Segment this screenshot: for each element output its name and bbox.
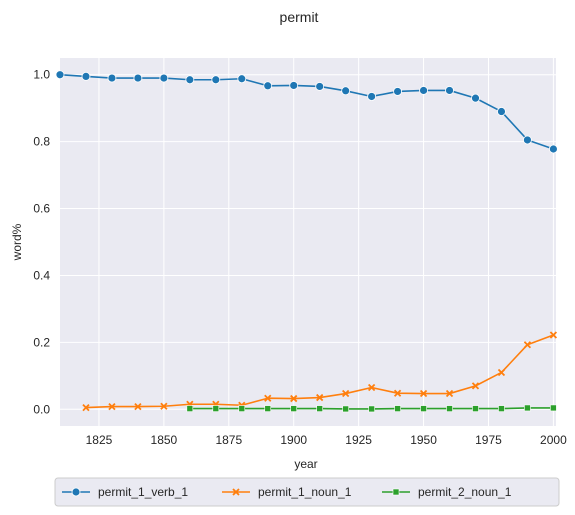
series-permit_1_noun_1: [82, 331, 558, 412]
data-point: [524, 404, 531, 412]
data-point: [367, 92, 377, 101]
data-point: [342, 405, 349, 413]
x-tick-label: 1850: [151, 433, 178, 447]
data-point: [211, 75, 221, 85]
data-point: [393, 87, 402, 96]
chart-title: permit: [280, 9, 319, 25]
data-point: [290, 394, 298, 403]
data-point: [186, 405, 194, 412]
y-tick-label: 0.6: [33, 202, 50, 216]
data-point: [160, 402, 168, 410]
x-tick-label: 1950: [410, 433, 437, 447]
y-axis-label: word%: [10, 223, 24, 261]
data-point: [316, 405, 323, 412]
data-point: [134, 402, 142, 411]
data-point: [316, 393, 324, 402]
data-point: [419, 86, 428, 95]
y-tick-label: 1.0: [33, 68, 50, 82]
data-point: [263, 81, 273, 91]
data-point: [445, 86, 454, 95]
data-point: [342, 389, 350, 398]
data-point: [549, 331, 558, 339]
data-point: [523, 341, 532, 349]
x-axis-ticks: 1825 1850 1875 1900 1925 1950 1975 2000: [86, 433, 567, 447]
data-point: [159, 73, 169, 83]
legend-box: [54, 477, 560, 507]
data-point: [393, 389, 402, 397]
x-tick-label: 1875: [215, 433, 242, 447]
x-tick-label: 1900: [280, 433, 307, 447]
y-tick-label: 0.8: [33, 135, 50, 149]
data-point: [471, 93, 480, 103]
data-point: [108, 402, 116, 411]
legend-marker: [71, 487, 81, 497]
data-point: [420, 405, 427, 412]
legend-label: permit_1_noun_1: [258, 485, 352, 499]
y-tick-label: 0.4: [33, 268, 50, 282]
data-point: [368, 405, 375, 413]
legend-marker: [392, 488, 400, 496]
series-layer: [55, 70, 558, 413]
data-point: [498, 405, 505, 412]
series-permit_2_noun_1: [186, 404, 557, 413]
data-point: [550, 404, 557, 412]
legend-label: permit_2_noun_1: [418, 485, 512, 499]
data-point: [471, 382, 480, 390]
data-point: [315, 82, 325, 91]
legend-item: permit_2_noun_1: [382, 485, 512, 499]
data-point: [419, 389, 428, 398]
data-point: [107, 73, 117, 83]
data-point: [445, 389, 454, 398]
data-point: [55, 70, 65, 80]
data-point: [497, 107, 506, 116]
legend-item: permit_1_verb_1: [62, 485, 188, 499]
data-point: [81, 72, 91, 81]
legend-label: permit_1_verb_1: [98, 485, 188, 499]
legend-item: permit_1_noun_1: [222, 485, 352, 499]
data-point: [264, 394, 272, 402]
data-point: [238, 405, 246, 412]
legend: permit_1_verb_1 permit_1_noun_1 permit_2_n…: [54, 477, 560, 507]
data-point: [185, 75, 195, 85]
grid-lines: [60, 58, 556, 426]
x-axis-label: year: [294, 457, 317, 471]
y-tick-label: 0.2: [33, 335, 50, 349]
data-point: [212, 405, 220, 412]
data-point: [290, 405, 298, 412]
data-point: [446, 405, 453, 412]
series-permit_1_verb_1: [55, 70, 558, 154]
y-axis-ticks: 0.0 0.2 0.4 0.6 0.8 1.0: [33, 68, 50, 417]
data-point: [472, 405, 479, 412]
x-tick-label: 1825: [86, 433, 113, 447]
legend-marker: [232, 488, 240, 496]
data-point: [264, 405, 272, 412]
data-point: [523, 135, 532, 145]
data-point: [549, 144, 558, 154]
x-tick-label: 1925: [345, 433, 372, 447]
data-point: [394, 405, 401, 412]
data-point: [341, 86, 351, 96]
data-point: [237, 74, 247, 84]
data-point: [133, 73, 143, 83]
data-point: [367, 383, 376, 392]
data-point: [82, 403, 90, 412]
x-tick-label: 1975: [475, 433, 502, 447]
data-point: [289, 81, 299, 90]
y-tick-label: 0.0: [33, 402, 50, 416]
plot-area: [60, 58, 556, 426]
x-tick-label: 2000: [540, 433, 567, 447]
data-point: [497, 368, 506, 377]
